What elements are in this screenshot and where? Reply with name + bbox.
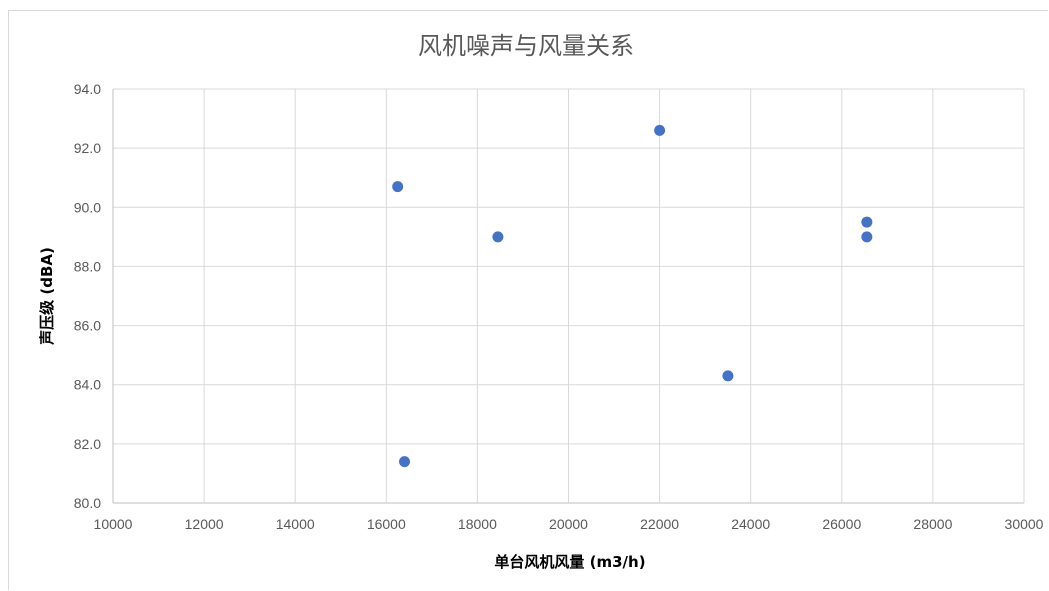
data-point — [654, 124, 666, 136]
y-tick-label: 80.0 — [74, 495, 101, 511]
data-point — [722, 370, 734, 382]
x-tick-label: 20000 — [549, 516, 588, 532]
x-tick-label: 26000 — [822, 516, 861, 532]
x-axis-ticks: 10000 12000 14000 16000 18000 20000 22000 24000… — [94, 516, 1044, 532]
data-point — [399, 456, 411, 468]
y-tick-label: 92.0 — [74, 140, 101, 156]
x-tick-label: 16000 — [367, 516, 406, 532]
x-tick-label: 22000 — [640, 516, 679, 532]
y-axis-title: 声压级 (dBA) — [38, 247, 56, 346]
x-tick-label: 28000 — [913, 516, 952, 532]
x-tick-label: 12000 — [185, 516, 224, 532]
x-tick-label: 10000 — [94, 516, 133, 532]
x-tick-label: 14000 — [276, 516, 315, 532]
data-point — [392, 181, 404, 193]
data-point — [492, 231, 504, 243]
chart-title: 风机噪声与风量关系 — [418, 32, 634, 60]
data-point — [861, 216, 873, 228]
x-axis-title: 单台风机风量 (m3/h) — [494, 553, 645, 571]
x-tick-label: 18000 — [458, 516, 497, 532]
chart-frame — [8, 10, 1048, 590]
y-tick-label: 88.0 — [74, 258, 101, 274]
grid — [112, 88, 1025, 504]
y-tick-label: 90.0 — [74, 199, 101, 215]
data-point — [861, 231, 873, 243]
y-tick-label: 84.0 — [74, 377, 101, 393]
data-points — [392, 124, 873, 468]
y-tick-label: 94.0 — [74, 81, 101, 97]
x-tick-label: 30000 — [1005, 516, 1044, 532]
y-axis-ticks: 80.0 82.0 84.0 86.0 88.0 90.0 92.0 94.0 — [74, 81, 101, 511]
y-tick-label: 82.0 — [74, 436, 101, 452]
y-tick-label: 86.0 — [74, 318, 101, 334]
x-tick-label: 24000 — [731, 516, 770, 532]
